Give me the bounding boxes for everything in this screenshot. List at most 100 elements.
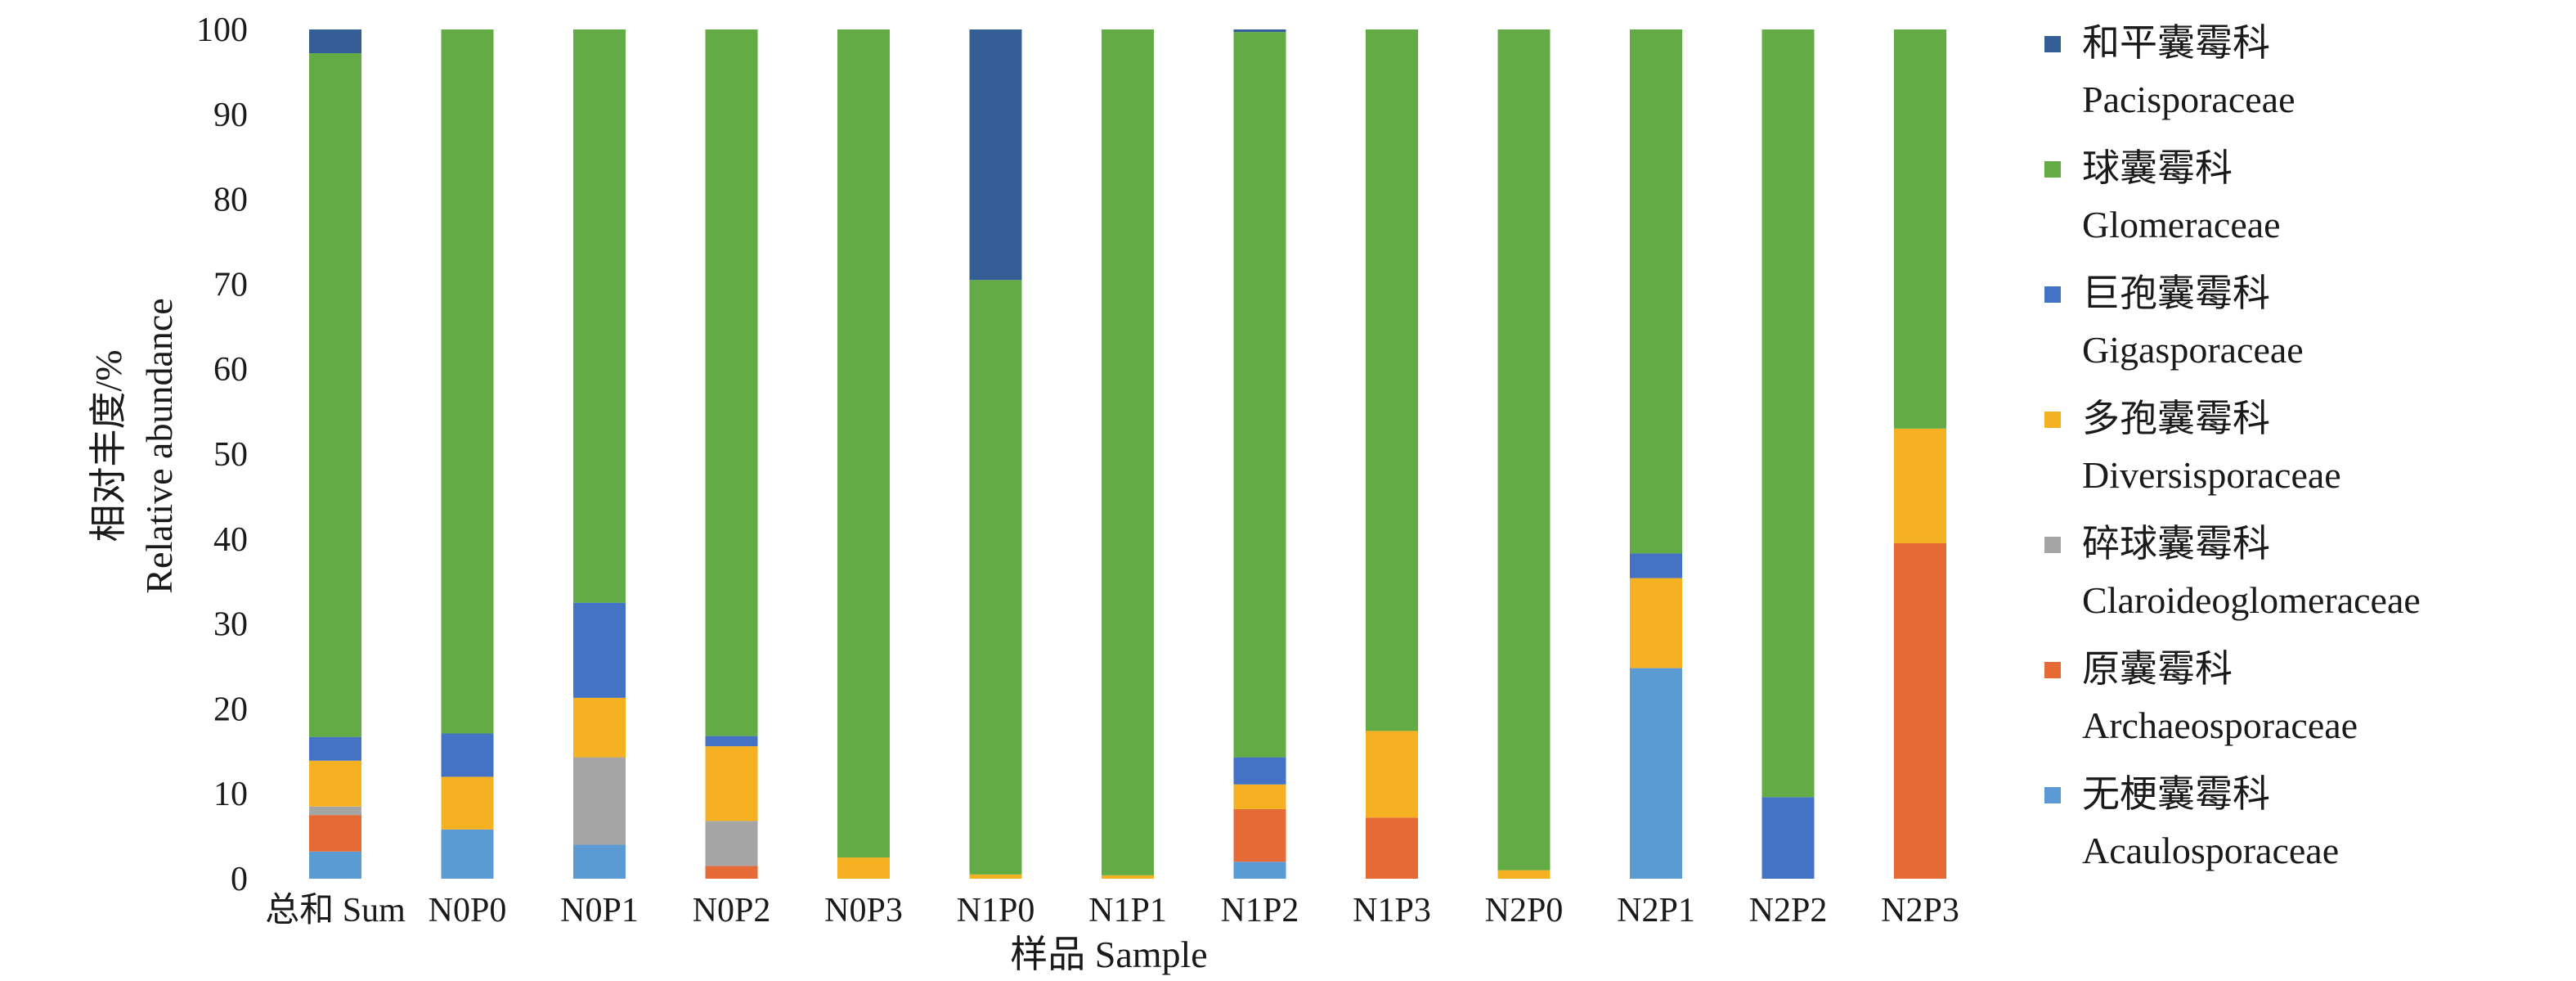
legend-item: 无梗囊霉科 Acaulosporaceae <box>2044 773 2339 871</box>
y-tick-label: 100 <box>196 11 248 49</box>
legend-swatch <box>2044 286 2061 303</box>
y-tick-label: 90 <box>213 97 248 134</box>
bar-segment-glomeraceae <box>1761 29 1815 798</box>
legend-label-cn: 碎球囊霉科 <box>2082 523 2270 565</box>
bar-segment-glomeraceae <box>441 29 494 734</box>
legend-label-en: Pacisporaceae <box>2082 79 2296 120</box>
legend-swatch <box>2044 412 2061 428</box>
y-axis-title-en: Relative abundance <box>138 298 180 593</box>
bar-segment-diversisporaceae <box>837 857 890 879</box>
legend-item: 多孢囊霉科 Diversisporaceae <box>2044 398 2341 496</box>
bar-segment-glomeraceae <box>1630 29 1682 554</box>
bar-segment-gigasporaceae <box>573 602 626 698</box>
legend-swatch <box>2044 36 2061 52</box>
bar-segment-pacisporaceae <box>309 29 361 54</box>
bar-segment-diversisporaceae <box>969 874 1022 879</box>
legend-label-cn: 和平囊霉科 <box>2082 22 2270 64</box>
x-tick-label: N2P1 <box>1617 892 1695 929</box>
x-tick-label: N1P3 <box>1353 892 1431 929</box>
bar-segment-acaulosporaceae <box>1630 668 1682 879</box>
bar-segment-gigasporaceae <box>1761 797 1815 879</box>
bar-segment-glomeraceae <box>1233 32 1286 758</box>
bar-segment-glomeraceae <box>309 53 361 737</box>
bar-segment-archaeosporaceae <box>1366 817 1418 879</box>
bar-stacks <box>309 29 1946 879</box>
bar-segment-diversisporaceae <box>1894 428 1946 543</box>
bar-segment-glomeraceae <box>573 29 626 603</box>
x-axis-tick-labels: 总和 Sum N0P0 N0P1 N0P2 N0P3 N1P0 N1P1 N1P2 N1P3 N2… <box>265 892 1959 929</box>
y-tick-label: 20 <box>213 691 248 728</box>
x-tick-label: N2P3 <box>1881 892 1959 929</box>
bar-segment-archaeosporaceae <box>1894 542 1946 879</box>
legend-label-en: Diversisporaceae <box>2082 454 2341 496</box>
legend-label-en: Archaeosporaceae <box>2082 704 2358 746</box>
legend-swatch <box>2044 537 2061 553</box>
legend: 和平囊霉科 Pacisporaceae 球囊霉科 Glomeraceae 巨孢囊霉科 Gi… <box>2044 22 2421 871</box>
y-tick-label: 50 <box>213 436 248 474</box>
legend-item: 球囊霉科 Glomeraceae <box>2044 147 2281 245</box>
y-tick-label: 60 <box>213 351 248 389</box>
y-axis-title: 相对丰度/% Relative abundance <box>88 298 180 593</box>
legend-swatch <box>2044 787 2061 803</box>
legend-swatch <box>2044 161 2061 178</box>
bar-segment-archaeosporaceae <box>1233 808 1286 862</box>
bar-segment-claroideoglomeraceae <box>309 806 361 816</box>
x-tick-label: N1P1 <box>1088 892 1167 929</box>
bar-segment-glomeraceae <box>705 29 758 736</box>
legend-swatch <box>2044 662 2061 678</box>
legend-label-cn: 原囊霉科 <box>2082 648 2233 690</box>
bar-segment-archaeosporaceae <box>309 815 361 852</box>
bar-segment-acaulosporaceae <box>573 844 626 879</box>
y-tick-label: 10 <box>213 776 248 813</box>
bar-segment-gigasporaceae <box>1233 757 1286 785</box>
bar-segment-pacisporaceae <box>969 29 1022 281</box>
x-tick-label: N0P1 <box>560 892 639 929</box>
bar-segment-diversisporaceae <box>1497 870 1551 879</box>
bar-segment-diversisporaceae <box>1102 875 1154 879</box>
x-tick-label: N0P0 <box>429 892 507 929</box>
bar-segment-acaulosporaceae <box>441 829 494 879</box>
x-tick-label: 总和 Sum <box>265 892 406 929</box>
y-axis-ticks: 0 10 20 30 40 50 60 70 80 90 100 <box>196 11 248 898</box>
legend-label-en: Glomeraceae <box>2082 204 2281 245</box>
bar-segment-gigasporaceae <box>1630 553 1682 578</box>
y-tick-label: 0 <box>231 861 248 898</box>
x-axis-title: 样品 Sample <box>1010 934 1207 975</box>
bar-segment-acaulosporaceae <box>1233 862 1286 879</box>
legend-label-cn: 多孢囊霉科 <box>2082 398 2270 439</box>
bar-segment-gigasporaceae <box>705 736 758 747</box>
legend-item: 巨孢囊霉科 Gigasporaceae <box>2044 272 2304 371</box>
y-tick-label: 70 <box>213 266 248 304</box>
legend-label-cn: 巨孢囊霉科 <box>2082 272 2270 314</box>
bar-segment-pacisporaceae <box>1233 29 1286 33</box>
y-tick-label: 30 <box>213 606 248 644</box>
bar-segment-gigasporaceae <box>309 736 361 761</box>
bar-segment-acaulosporaceae <box>309 851 361 879</box>
bar-segment-diversisporaceae <box>705 746 758 821</box>
bar-segment-diversisporaceae <box>1366 731 1418 818</box>
y-tick-label: 80 <box>213 182 248 219</box>
legend-label-en: Acaulosporaceae <box>2082 830 2339 871</box>
bar-segment-glomeraceae <box>1497 29 1551 871</box>
y-axis-title-cn: 相对丰度/% <box>88 349 129 542</box>
x-tick-label: N2P2 <box>1749 892 1828 929</box>
legend-label-cn: 无梗囊霉科 <box>2082 773 2270 815</box>
bar-segment-claroideoglomeraceae <box>573 757 626 845</box>
x-tick-label: N0P2 <box>693 892 771 929</box>
bar-segment-diversisporaceae <box>1233 784 1286 809</box>
bar-segment-diversisporaceae <box>309 760 361 807</box>
x-tick-label: N0P3 <box>824 892 903 929</box>
bar-segment-glomeraceae <box>1366 29 1418 731</box>
legend-label-en: Claroideoglomeraceae <box>2082 579 2421 621</box>
bar-segment-claroideoglomeraceae <box>705 821 758 866</box>
legend-item: 和平囊霉科 Pacisporaceae <box>2044 22 2296 120</box>
bar-segment-archaeosporaceae <box>705 866 758 879</box>
bar-segment-glomeraceae <box>969 280 1022 875</box>
bar-segment-diversisporaceae <box>1630 578 1682 668</box>
legend-item: 原囊霉科 Archaeosporaceae <box>2044 648 2358 746</box>
bar-segment-gigasporaceae <box>441 733 494 777</box>
x-tick-label: N2P0 <box>1485 892 1564 929</box>
bar-segment-glomeraceae <box>837 29 890 858</box>
bar-segment-diversisporaceae <box>441 776 494 830</box>
